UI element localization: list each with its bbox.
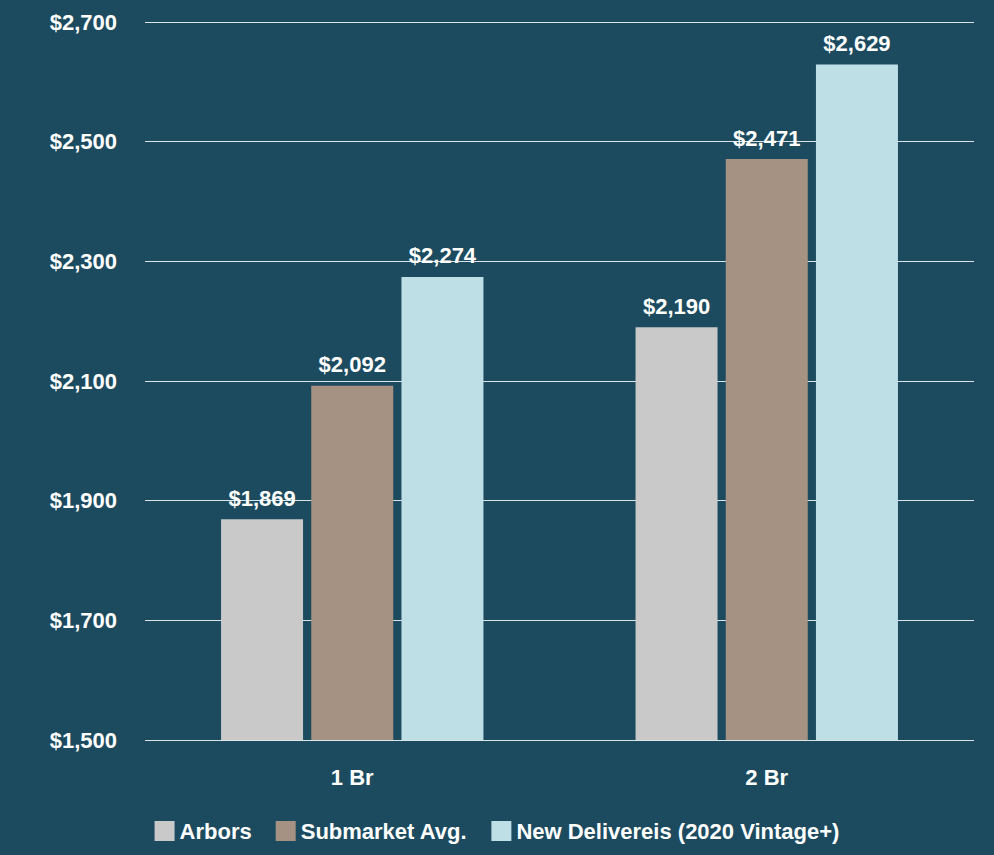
svg-text:$2,629: $2,629 (823, 31, 890, 56)
svg-text:Arbors: Arbors (180, 819, 252, 844)
svg-text:$1,869: $1,869 (228, 486, 295, 511)
svg-text:$2,471: $2,471 (733, 126, 800, 151)
svg-text:$2,300: $2,300 (50, 249, 117, 274)
svg-text:$2,274: $2,274 (409, 243, 477, 268)
svg-text:$2,100: $2,100 (50, 369, 117, 394)
svg-text:1 Br: 1 Br (331, 765, 374, 790)
svg-text:$1,500: $1,500 (50, 728, 117, 753)
svg-text:$1,900: $1,900 (50, 488, 117, 513)
svg-text:New Delivereis (2020 Vintage+): New Delivereis (2020 Vintage+) (516, 819, 839, 844)
svg-text:$2,190: $2,190 (643, 294, 710, 319)
svg-text:2 Br: 2 Br (745, 765, 788, 790)
svg-text:Submarket Avg.: Submarket Avg. (301, 819, 467, 844)
svg-text:$1,700: $1,700 (50, 608, 117, 633)
svg-text:$2,092: $2,092 (319, 352, 386, 377)
svg-text:$2,500: $2,500 (50, 129, 117, 154)
svg-text:$2,700: $2,700 (50, 10, 117, 35)
